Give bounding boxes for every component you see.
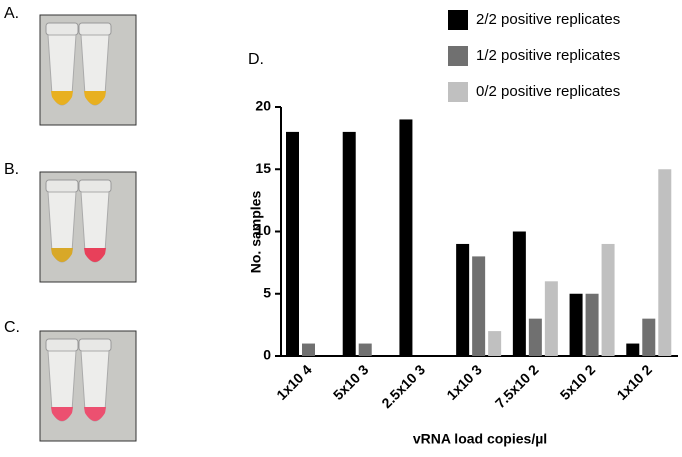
y-tick-label: 0: [263, 347, 271, 363]
liquid: [51, 248, 73, 262]
legend-label: 1/2 positive replicates: [476, 47, 620, 64]
bar: [642, 318, 656, 356]
y-tick-label: 5: [263, 284, 271, 300]
y-tick-label: 20: [255, 98, 271, 114]
photos: A. B. C.: [4, 5, 20, 336]
x-tick-label: 1x10 2: [613, 361, 655, 403]
x-axis-label: vRNA load copies/µl: [413, 431, 547, 447]
x-tick-label: 1x10 4: [273, 361, 315, 403]
panel-label: D.: [248, 51, 264, 68]
bar: [569, 293, 583, 356]
tube-cap: [78, 22, 112, 36]
x-tick-label: 2.5x10 3: [378, 361, 428, 411]
tube-cap: [45, 338, 79, 352]
legend-swatch: [448, 82, 468, 102]
tube-cap: [45, 22, 79, 36]
liquid: [84, 91, 106, 105]
bar: [286, 131, 299, 356]
bar: [585, 293, 599, 356]
y-tick-label: 15: [255, 160, 271, 176]
tube-cap: [45, 179, 79, 193]
bar: [302, 343, 315, 356]
panel-label: A.: [4, 5, 19, 22]
bar: [626, 343, 640, 356]
bar: [472, 256, 486, 356]
bar: [512, 231, 526, 356]
liquid: [51, 91, 73, 105]
liquid: [84, 248, 106, 262]
tube-cap: [78, 179, 112, 193]
panel-label: B.: [4, 161, 19, 178]
bar: [456, 243, 470, 356]
tube-cap: [78, 338, 112, 352]
bar: [544, 281, 558, 356]
liquid: [84, 407, 106, 421]
liquid: [51, 407, 73, 421]
bar: [601, 243, 615, 356]
legend-label: 2/2 positive replicates: [476, 11, 620, 28]
bar: [488, 331, 502, 356]
bar: [528, 318, 542, 356]
legend-swatch: [448, 10, 468, 30]
y-axis-label: No. samples: [248, 191, 264, 274]
x-tick-label: 5x10 2: [557, 361, 599, 403]
bar: [658, 169, 672, 356]
bar: [342, 131, 356, 356]
panel-label: C.: [4, 319, 20, 336]
y-tick-label: 10: [255, 222, 271, 238]
x-tick-label: 5x10 3: [330, 361, 372, 403]
x-tick-label: 7.5x10 2: [492, 361, 542, 411]
x-tick-label: 1x10 3: [443, 361, 485, 403]
bar: [358, 343, 372, 356]
bar: [399, 119, 413, 356]
legend-label: 0/2 positive replicates: [476, 83, 620, 100]
legend-swatch: [448, 46, 468, 66]
